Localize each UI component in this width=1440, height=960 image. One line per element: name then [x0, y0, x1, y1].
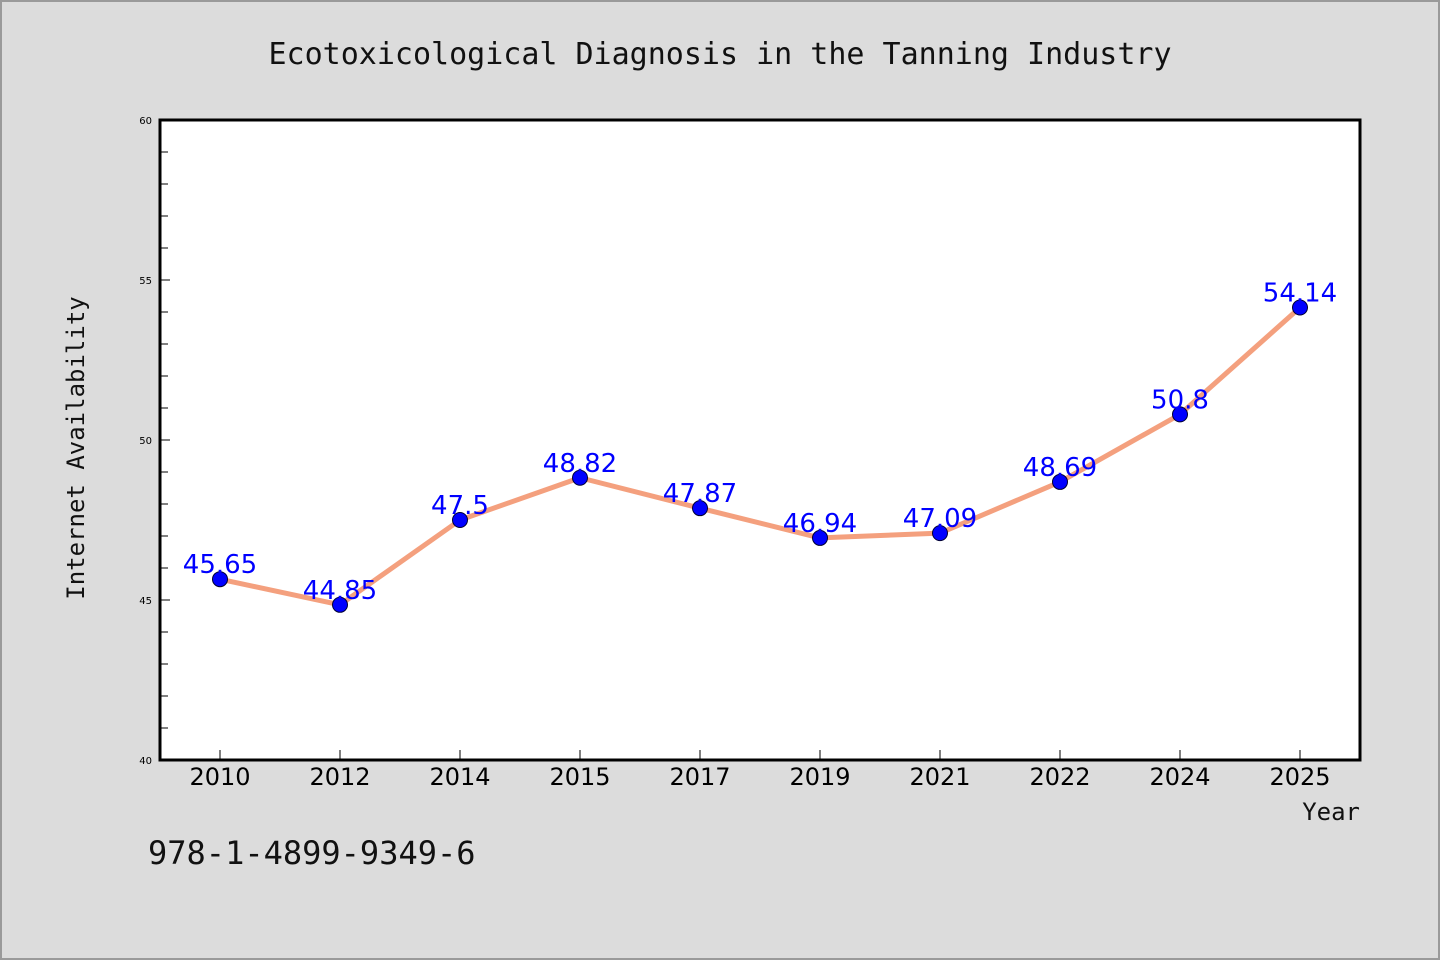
- x-tick-label: 2010: [189, 763, 250, 791]
- x-tick-label: 2015: [549, 763, 610, 791]
- x-tick-label: 2021: [909, 763, 970, 791]
- data-point: [572, 469, 588, 486]
- y-axis-label: Internet Availability: [62, 296, 90, 599]
- x-tick-label: 2019: [789, 763, 850, 791]
- plot-area: [158, 118, 1362, 762]
- y-tick-label: 45: [139, 596, 152, 607]
- data-label: 54.14: [1263, 279, 1337, 309]
- y-tick-label: 55: [139, 276, 152, 287]
- data-point: [212, 571, 228, 588]
- x-axis-label: Year: [1302, 798, 1360, 826]
- data-label: 47.87: [663, 479, 737, 509]
- series-line: [217, 305, 1303, 608]
- y-tick-label: 50: [139, 436, 152, 447]
- data-label: 45.65: [183, 550, 257, 580]
- data-label: 47.09: [903, 504, 977, 534]
- data-point: [812, 529, 828, 546]
- data-label: 48.82: [543, 449, 617, 479]
- data-label: 46.94: [783, 509, 857, 539]
- x-tick-label: 2022: [1029, 763, 1090, 791]
- y-tick-label: 40: [139, 756, 152, 767]
- data-point: [1292, 299, 1308, 316]
- data-label: 50.8: [1151, 385, 1209, 415]
- x-tick-label: 2017: [669, 763, 730, 791]
- data-point: [692, 500, 708, 517]
- x-tick-label: 2024: [1149, 763, 1210, 791]
- data-label: 48.69: [1023, 453, 1097, 483]
- data-label: 44.85: [303, 576, 377, 606]
- data-point: [1052, 473, 1068, 490]
- isbn-text: 978-1-4899-9349-6: [148, 834, 476, 872]
- y-tick-label: 60: [139, 116, 152, 127]
- x-tick-label: 2014: [429, 763, 490, 791]
- data-point: [1172, 406, 1188, 423]
- data-point: [332, 596, 348, 613]
- data-point: [932, 525, 948, 542]
- chart-title: Ecotoxicological Diagnosis in the Tannin…: [268, 37, 1171, 72]
- series-layer: 45.65 44.85 47.5 48.82 47.87 46.94 47.09 48.69 5…: [183, 279, 1337, 613]
- x-tick-label: 2025: [1269, 763, 1330, 791]
- x-axis: 2010 2012 2014 2015 2017 2019 2021 2022 2024 2025: [189, 750, 1331, 791]
- data-point: [452, 512, 468, 528]
- x-tick-label: 2012: [309, 763, 370, 791]
- y-axis: 40 45 50 55 60: [139, 116, 170, 767]
- data-label: 47.5: [431, 491, 489, 521]
